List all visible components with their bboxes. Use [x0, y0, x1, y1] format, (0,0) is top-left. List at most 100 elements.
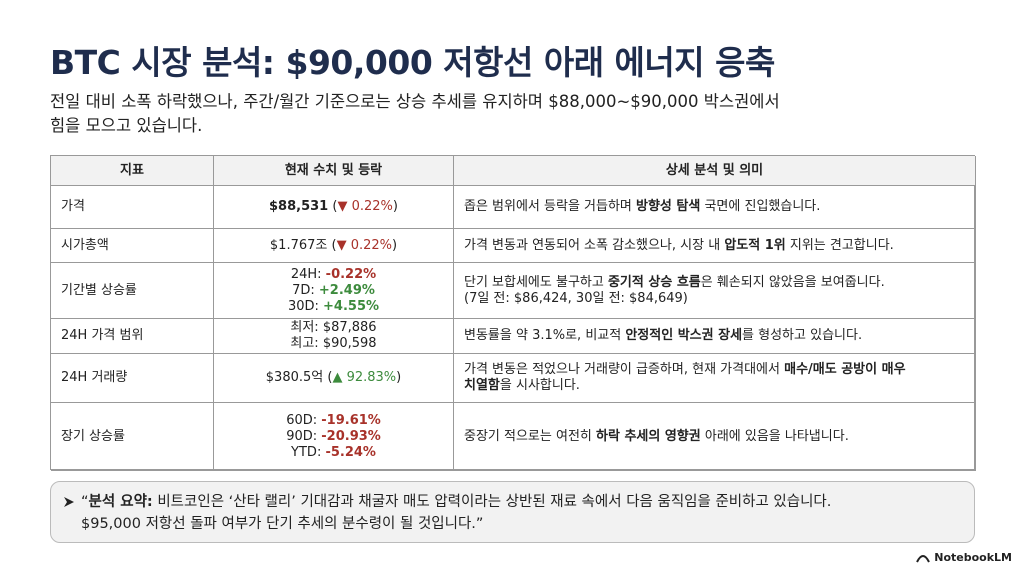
subtitle-line: 전일 대비 소폭 하락했으나, 주간/월간 기준으로는 상승 추세를 유지하며 … [50, 92, 780, 111]
subtitle: 전일 대비 소폭 하락했으나, 주간/월간 기준으로는 상승 추세를 유지하며 … [50, 90, 780, 138]
header-cell: 지표 [51, 156, 214, 186]
text-line: $88,531 (▼ 0.22%) [269, 199, 398, 215]
text-run: 하락 추세의 영향권 [596, 428, 701, 444]
text-run: 비트코인은 ‘산타 랠리’ 기대감과 채굴자 매도 압력이라는 상반된 재료 속… [152, 494, 832, 510]
table-cell: 시가총액 [51, 229, 214, 263]
text-run: ▼ 0.22% [336, 237, 392, 253]
text-run: ( [328, 199, 338, 214]
text-run: $1.767조 ( [269, 237, 337, 253]
text-run: 24H 가격 범위 [61, 328, 144, 343]
text-line: 중장기 적으로는 여전히 하락 추세의 영향권 아래에 있음을 나타냅니다. [464, 429, 965, 445]
arrow-icon [64, 497, 74, 507]
table-cell: 좁은 범위에서 등락을 거듭하며 방향성 탐색 국면에 진입했습니다. [454, 186, 976, 229]
table-cell: 중장기 적으로는 여전히 하락 추세의 영향권 아래에 있음을 나타냅니다. [454, 403, 976, 471]
subtitle-line: 힘을 모으고 있습니다. [50, 116, 203, 135]
text-run: 중기적 상승 흐름 [607, 274, 701, 290]
text-line: 최고: $90,598 [290, 336, 376, 352]
text-run: YTD: [291, 444, 326, 460]
text-run: +2.49% [318, 282, 375, 298]
text-run: ) [396, 370, 402, 385]
text-line: 24H 가격 범위 [61, 328, 203, 344]
text-run: ▼ 0.22% [337, 199, 393, 214]
text-line: (7일 전: $86,424, 30일 전: $84,649) [464, 291, 965, 307]
text-run: ▲ 92.83% [332, 370, 397, 385]
text-run: (7일 전: $86,424, 30일 전: $84,649) [464, 290, 688, 306]
text-run: 90D: [286, 428, 322, 444]
text-line: 치열함을 시사합니다. [464, 378, 965, 394]
table-cell: 24H 가격 범위 [51, 319, 214, 354]
table-cell: 단기 보합세에도 불구하고 중기적 상승 흐름은 훼손되지 않았음을 보여줍니다… [454, 263, 976, 319]
text-run: -0.22% [325, 266, 377, 282]
text-line: 최저: $87,886 [290, 320, 376, 336]
table-cell: $88,531 (▼ 0.22%) [214, 186, 454, 229]
text-line: 단기 보합세에도 불구하고 중기적 상승 흐름은 훼손되지 않았음을 보여줍니다… [464, 275, 965, 291]
table-cell: 장기 상승률 [51, 403, 214, 471]
title: BTC 시장 분석: $90,000 저항선 아래 에너지 응축 [50, 43, 775, 82]
logo-text: NotebookLM [934, 551, 1012, 564]
header-cell: 현재 수치 및 등락 [214, 156, 454, 186]
text-run: 가격 변동과 연동되어 소폭 감소했으나, 시장 내 [464, 237, 725, 253]
text-run: 지위는 견고합니다. [785, 237, 894, 253]
text-run: -5.24% [325, 444, 376, 460]
text-run: 은 훼손되지 않았음을 보여줍니다. [700, 274, 885, 290]
table-cell: 60D: -19.61% 90D: -20.93% YTD: -5.24% [214, 403, 454, 471]
text-line: 장기 상승률 [61, 429, 203, 445]
text-run: -20.93% [321, 428, 381, 444]
text-run: 국면에 진입했습니다. [700, 199, 821, 214]
text-run: 7D: [292, 282, 319, 298]
text-line: 24H 거래량 [61, 370, 203, 386]
text-line: $380.5억 (▲ 92.83%) [266, 370, 401, 386]
text-run: 가격 [61, 199, 85, 214]
text-line: $95,000 저항선 돌파 여부가 단기 추세의 분수령이 될 것입니다.” [81, 513, 962, 535]
text-run: +4.55% [323, 298, 380, 314]
text-run: 장기 상승률 [61, 428, 125, 444]
table-cell: 24H 거래량 [51, 354, 214, 403]
table-cell: 24H: -0.22% 7D: +2.49% 30D: +4.55% [214, 263, 454, 319]
text-run: $95,000 저항선 돌파 여부가 단기 추세의 분수령이 될 것입니다.” [81, 516, 484, 532]
text-run: 기간별 상승률 [61, 282, 137, 298]
text-line: 가격 변동과 연동되어 소폭 감소했으나, 시장 내 압도적 1위 지위는 견고… [464, 238, 965, 254]
text-run: 매수/매도 공방이 매우 [784, 362, 906, 377]
text-run: 가격 변동은 적었으나 거래량이 급증하며, 현재 가격대에서 [464, 362, 785, 377]
text-run: 60D: [286, 412, 322, 428]
text-run: 방향성 탐색 [636, 199, 701, 214]
text-run: 최고: $90,598 [290, 336, 377, 351]
text-line: 좁은 범위에서 등락을 거듭하며 방향성 탐색 국면에 진입했습니다. [464, 199, 965, 215]
text-run: 변동률을 약 3.1%로, 비교적 [464, 328, 626, 343]
text-run: 분석 요약: [88, 494, 153, 510]
text-line: 60D: -19.61% [286, 413, 381, 429]
table-cell: 가격 변동은 적었으나 거래량이 급증하며, 현재 가격대에서 매수/매도 공방… [454, 354, 976, 403]
text-line: 30D: +4.55% [288, 299, 379, 315]
logo-icon [916, 554, 931, 562]
text-run: 시가총액 [61, 237, 109, 253]
text-line: 가격 [61, 199, 203, 215]
text-line: 가격 변동은 적었으나 거래량이 급증하며, 현재 가격대에서 매수/매도 공방… [464, 362, 965, 378]
text-line: 변동률을 약 3.1%로, 비교적 안정적인 박스권 장세를 형성하고 있습니다… [464, 328, 965, 344]
table-cell: $1.767조 (▼ 0.22%) [214, 229, 454, 263]
table: 지표 현재 수치 및 등락 상세 분석 및 의미 가격 $88,531 (▼ 0.22%… [50, 155, 976, 471]
text-line: $1.767조 (▼ 0.22%) [270, 238, 397, 254]
text-run: $88,531 [269, 199, 329, 214]
text-line: 기간별 상승률 [61, 283, 203, 299]
text-line: YTD: -5.24% [291, 445, 376, 461]
text-run: 최저: $87,886 [290, 320, 377, 335]
text-run: 압도적 1위 [724, 237, 786, 253]
text-line: 시가총액 [61, 238, 203, 254]
text-run: ) [392, 237, 398, 253]
text-line: 24H: -0.22% [291, 267, 376, 283]
text-run: “ [81, 494, 89, 510]
text-run: 치열함 [464, 378, 500, 393]
text-run: 단기 보합세에도 불구하고 [464, 274, 608, 290]
table-cell: 변동률을 약 3.1%로, 비교적 안정적인 박스권 장세를 형성하고 있습니다… [454, 319, 976, 354]
table-cell: 가격 [51, 186, 214, 229]
text-run: 아래에 있음을 나타냅니다. [700, 428, 849, 444]
logo: NotebookLM [916, 551, 1012, 564]
text-run: 중장기 적으로는 여전히 [464, 428, 596, 444]
header-cell: 상세 분석 및 의미 [454, 156, 976, 186]
text-run: 24H: [290, 266, 326, 282]
text-run: ) [392, 199, 398, 214]
text-run: 좁은 범위에서 등락을 거듭하며 [464, 199, 637, 214]
text-line: 90D: -20.93% [286, 429, 381, 445]
text-line: 7D: +2.49% [292, 283, 375, 299]
